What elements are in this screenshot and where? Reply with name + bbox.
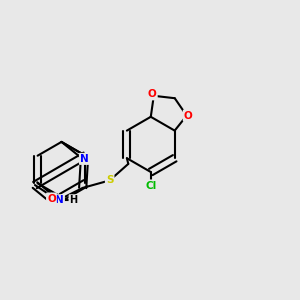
Text: N: N [55,195,64,205]
Text: Cl: Cl [145,181,156,190]
Text: O: O [184,111,193,121]
Text: S: S [106,176,113,185]
Text: N: N [80,154,89,164]
Text: H: H [70,195,78,205]
Text: O: O [47,194,56,203]
Text: O: O [148,89,157,99]
